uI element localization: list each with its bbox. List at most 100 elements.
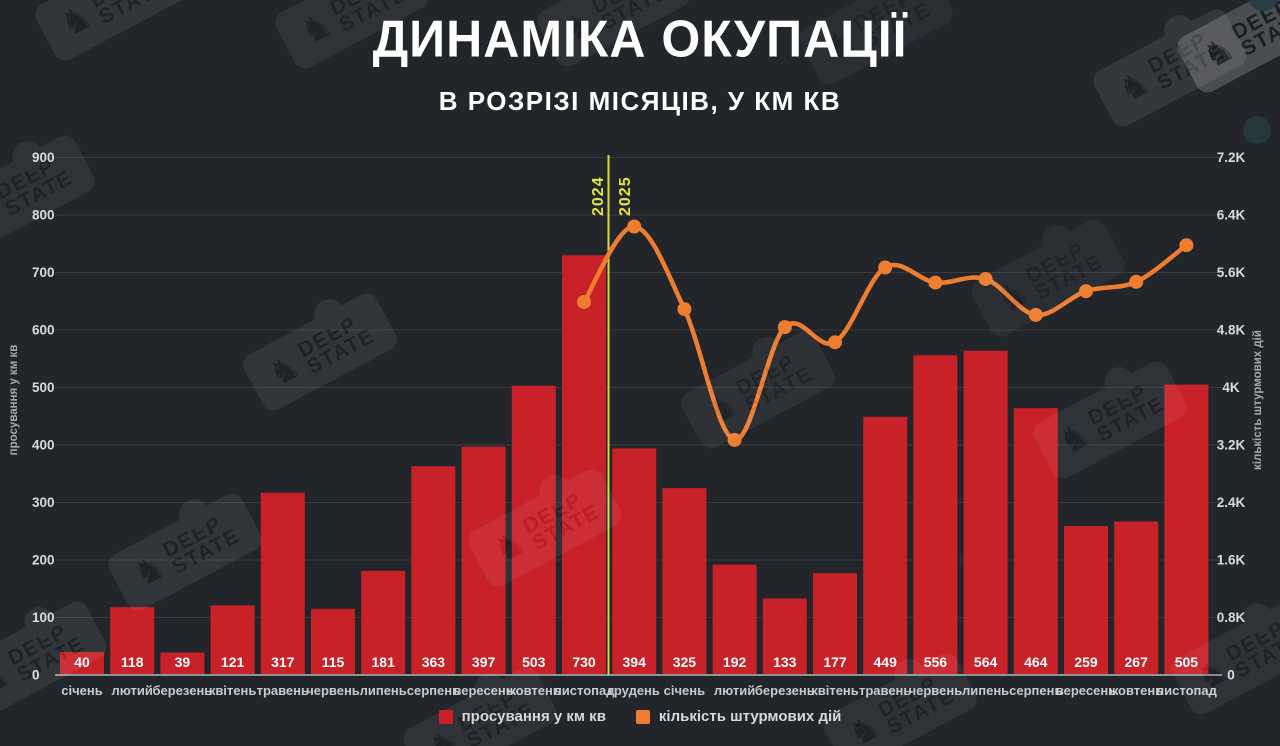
bar-value-label: 503 — [522, 654, 546, 670]
bar — [160, 652, 205, 675]
month-label: серпень — [1009, 683, 1062, 698]
left-tick-label: 600 — [32, 323, 55, 338]
right-tick-label: 2.4K — [1217, 495, 1246, 510]
left-tick-label: 100 — [32, 610, 55, 625]
bar — [963, 350, 1008, 675]
bar-value-label: 177 — [823, 654, 847, 670]
right-tick-label: 1.6K — [1217, 553, 1246, 568]
bar-value-label: 449 — [874, 654, 898, 670]
right-axis-ticks: 0 0.8K 1.6K 2.4K 3.2K 4K 4.8K 5.6K 6.4K 7.2K — [1217, 150, 1246, 683]
line-point — [878, 260, 893, 275]
month-label: травень — [859, 683, 911, 698]
bar — [562, 255, 606, 675]
bar — [210, 605, 255, 675]
month-label: жовтень — [1108, 683, 1163, 698]
bar-value-label: 39 — [175, 654, 191, 670]
line-point — [777, 320, 792, 335]
right-tick-label: 4.8K — [1217, 323, 1246, 338]
bar-value-label: 192 — [723, 654, 747, 670]
month-label: липень — [360, 683, 407, 698]
right-tick-label: 0 — [1227, 668, 1235, 683]
bar-value-label: 259 — [1074, 654, 1098, 670]
bar — [60, 652, 104, 675]
left-tick-label: 800 — [32, 208, 55, 223]
legend-item-assaults: кількість штурмових дій — [635, 708, 842, 725]
month-label: травень — [257, 683, 309, 698]
right-axis-title: кількість штурмових дій — [1252, 330, 1264, 470]
month-label: березень — [755, 683, 815, 698]
axis-titles: просування у км кв кількість штурмових ді… — [8, 330, 1264, 470]
bar — [1164, 384, 1209, 675]
bar-series: 40 118 39 121 317 115 181 363 397 503 730 394 325 192… — [60, 255, 1209, 675]
bar-value-label: 133 — [773, 654, 797, 670]
page-subtitle: В РОЗРІЗІ МІСЯЦІВ, У КМ КВ — [438, 86, 842, 116]
left-tick-label: 500 — [32, 380, 55, 395]
bar — [461, 446, 506, 675]
month-label: квітень — [209, 683, 257, 698]
bar — [511, 385, 556, 675]
bar-value-label: 317 — [271, 654, 295, 670]
month-label: жовтень — [506, 683, 561, 698]
month-label: червень — [306, 683, 360, 698]
month-label: січень — [664, 683, 705, 698]
right-tick-label: 4K — [1222, 380, 1240, 395]
bar — [863, 416, 908, 675]
left-axis-ticks: 0 100 200 300 400 500 600 700 800 900 — [32, 150, 55, 683]
assault-actions-line — [577, 219, 1194, 447]
month-label: березень — [153, 683, 213, 698]
bar-value-label: 505 — [1175, 654, 1199, 670]
bar — [712, 564, 757, 675]
month-label: грудень — [608, 683, 659, 698]
month-label: серпень — [407, 683, 460, 698]
bar-value-label: 464 — [1024, 654, 1048, 670]
line-point — [727, 432, 742, 447]
bar-value-label: 121 — [221, 654, 245, 670]
legend-label: кількість штурмових дій — [658, 708, 842, 725]
line-point — [1028, 307, 1043, 322]
month-label: вересень — [453, 683, 513, 698]
bar-value-label: 267 — [1125, 654, 1149, 670]
bar-value-label: 40 — [74, 654, 90, 670]
line-point — [577, 294, 591, 309]
line-point — [1179, 238, 1194, 253]
bar — [411, 466, 456, 675]
bar — [813, 573, 857, 675]
gridlines — [55, 157, 1222, 618]
legend-item-advance: просування у км кв — [438, 708, 606, 725]
right-tick-label: 5.6K — [1217, 265, 1246, 280]
chart-legend: просування у км кв кількість штурмових д… — [0, 708, 1280, 725]
left-tick-label: 300 — [32, 495, 55, 510]
right-tick-label: 7.2K — [1217, 150, 1246, 165]
year-label-2024: 2024 — [590, 176, 607, 216]
legend-label: просування у км кв — [461, 708, 606, 725]
assault-line-path — [581, 224, 1189, 443]
bar — [762, 598, 807, 675]
left-tick-label: 700 — [32, 265, 55, 280]
bar-value-label: 115 — [322, 654, 345, 670]
left-tick-label: 0 — [32, 668, 40, 683]
month-label: червень — [909, 683, 963, 698]
year-label-2025: 2025 — [617, 176, 634, 216]
bar-value-label: 325 — [673, 654, 697, 670]
bar — [662, 488, 707, 675]
line-point — [1129, 274, 1144, 289]
line-point — [978, 271, 993, 286]
month-label: липень — [962, 683, 1009, 698]
bar — [913, 355, 958, 675]
page-title: ДИНАМІКА ОКУПАЦІЇ — [372, 9, 908, 69]
month-label: січень — [61, 683, 102, 698]
left-tick-label: 400 — [32, 438, 55, 453]
line-point — [828, 335, 842, 350]
bar-value-label: 730 — [572, 654, 596, 670]
bar — [311, 608, 355, 675]
assaults-swatch-icon — [635, 709, 650, 724]
bar — [260, 492, 305, 675]
month-label: листопад — [1156, 683, 1218, 698]
month-label: листопад — [554, 683, 616, 698]
bar-value-label: 564 — [974, 654, 998, 670]
line-point — [1079, 284, 1093, 299]
bar-value-label: 394 — [623, 654, 647, 670]
